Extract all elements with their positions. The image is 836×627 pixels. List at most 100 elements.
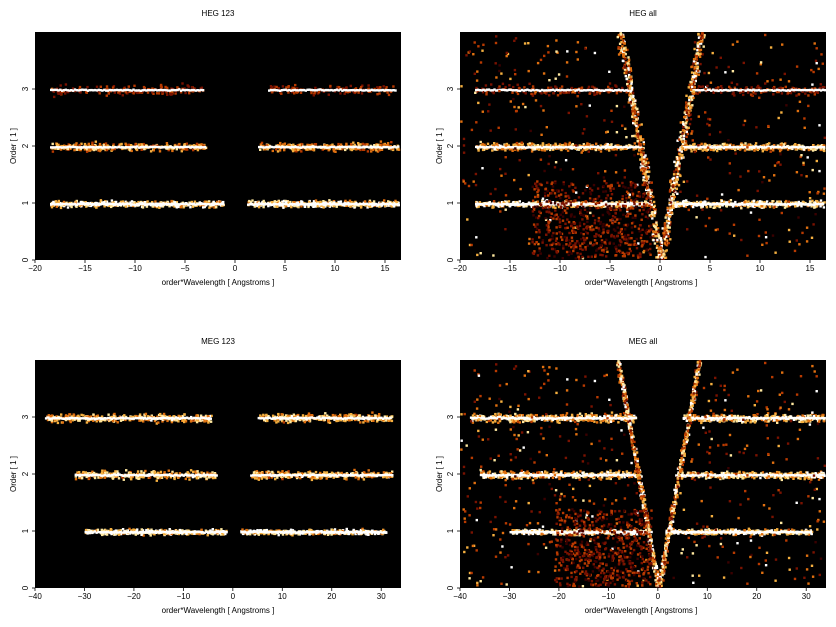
heatmap-cell: [215, 200, 219, 204]
heatmap-cell: [335, 205, 338, 208]
heatmap-cell: [62, 202, 66, 206]
heatmap-cell: [615, 201, 618, 204]
heatmap-cell: [584, 203, 588, 206]
heatmap-cell: [274, 145, 277, 149]
heatmap-cell: [813, 42, 816, 45]
heatmap-cell: [196, 145, 199, 149]
heatmap-cell: [194, 89, 197, 92]
heatmap-cell: [355, 145, 358, 148]
heatmap-cell: [716, 145, 719, 148]
heatmap-cell: [745, 203, 748, 206]
heatmap-cell: [779, 78, 782, 81]
heatmap-cell: [390, 89, 393, 92]
heatmap-cell: [84, 202, 88, 205]
heatmap-cell: [194, 147, 197, 150]
heatmap-cell: [196, 89, 199, 92]
heatmap-cell: [134, 202, 137, 205]
heatmap-cell: [388, 89, 392, 92]
heatmap-cell: [605, 131, 608, 134]
heatmap-cell: [552, 144, 555, 147]
heatmap-cell: [561, 144, 565, 147]
heatmap-cell: [175, 201, 178, 205]
heatmap-cell: [187, 85, 190, 88]
heatmap-cell: [590, 147, 593, 151]
heatmap-cell: [731, 43, 735, 46]
heatmap-cell: [332, 89, 335, 92]
heatmap-cell: [706, 148, 709, 151]
heatmap-cell: [86, 203, 89, 206]
heatmap-cell: [797, 216, 800, 219]
heatmap-cell: [200, 88, 203, 92]
heatmap-cell: [74, 144, 78, 147]
heatmap-cell: [811, 145, 815, 149]
heatmap-cell: [82, 145, 86, 148]
heatmap-cell: [689, 146, 692, 149]
heatmap-cell: [111, 204, 114, 207]
heatmap-cell: [258, 203, 261, 206]
heatmap-cell: [265, 202, 268, 206]
heatmap-cell: [623, 105, 626, 108]
heatmap-cell: [344, 89, 348, 92]
heatmap-cell: [555, 145, 558, 149]
heatmap-cell: [360, 205, 363, 208]
heatmap-cells: [460, 32, 826, 260]
heatmap-cell: [510, 148, 513, 151]
heatmap-cell: [78, 90, 81, 94]
heatmap-cell: [340, 147, 343, 151]
heatmap-cell: [716, 149, 719, 153]
heatmap-cell: [93, 205, 96, 208]
heatmap-cell: [103, 201, 106, 204]
heatmap-cell: [384, 146, 387, 149]
heatmap-cell: [389, 202, 393, 205]
heatmap-cell: [533, 92, 537, 95]
heatmap-cell: [568, 141, 571, 145]
heatmap-cell: [144, 201, 147, 204]
heatmap-cell: [568, 90, 571, 93]
heatmap-cell: [787, 200, 790, 203]
heatmap-cell: [136, 89, 139, 92]
heatmap-cell: [470, 128, 474, 132]
heatmap-cell: [710, 203, 713, 206]
heatmap-cell: [542, 109, 545, 112]
heatmap-cell: [565, 211, 568, 215]
heatmap-cell: [752, 199, 755, 203]
heatmap-cell: [498, 64, 501, 67]
heatmap-cell: [491, 202, 494, 205]
heatmap-cell: [358, 202, 361, 206]
heatmap-cell: [293, 201, 296, 204]
heatmap-cell: [267, 204, 270, 208]
heatmap-cell: [259, 148, 262, 151]
heatmap-cell: [677, 202, 680, 206]
heatmap-cell: [772, 149, 775, 152]
heatmap-cell: [179, 91, 183, 94]
heatmap-cell: [143, 145, 146, 149]
heatmap-cell: [539, 104, 543, 108]
heatmap-cell: [614, 203, 617, 206]
heatmap-cell: [124, 205, 128, 208]
heatmap-cell: [99, 203, 102, 206]
heatmap-cell: [701, 208, 704, 211]
heatmap-cell: [599, 144, 602, 147]
heatmap-cell: [279, 90, 282, 94]
heatmap-cell: [352, 141, 355, 144]
heatmap-cell: [317, 91, 321, 94]
heatmap-cell: [487, 146, 491, 149]
heatmap-cell: [165, 146, 168, 149]
heatmap-cell: [95, 85, 99, 88]
heatmap-cell: [330, 200, 333, 204]
heatmap-cell: [193, 204, 196, 207]
heatmap-cell: [690, 205, 694, 208]
heatmap-cell: [489, 129, 492, 132]
heatmap-cell: [97, 202, 100, 205]
heatmap-cell: [681, 202, 684, 205]
heatmap-cell: [780, 142, 783, 145]
heatmap-cell: [373, 144, 376, 147]
heatmap-cell: [476, 146, 480, 149]
heatmap-cell: [129, 144, 133, 147]
heatmap-cell: [699, 147, 702, 151]
heatmap-cell: [368, 200, 371, 204]
x-tick-label: −20: [28, 264, 42, 273]
heatmap-cell: [565, 91, 568, 94]
heatmap-cell: [789, 91, 793, 95]
heatmap-cell: [477, 149, 480, 152]
